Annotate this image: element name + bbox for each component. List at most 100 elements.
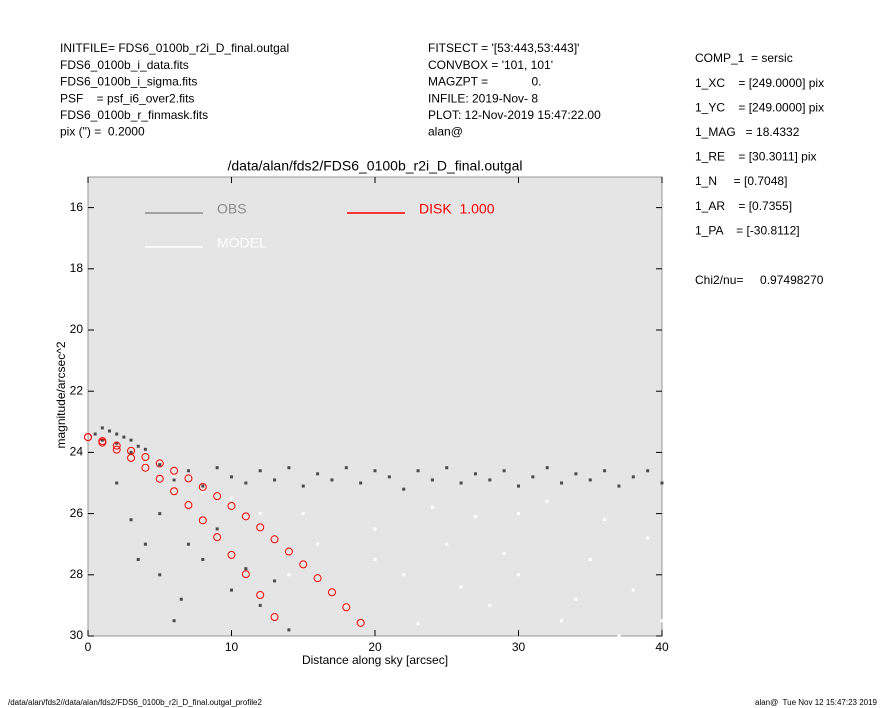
info-text: FDS6_0100b_i_data.fits [60, 58, 189, 72]
point [445, 542, 449, 546]
point [299, 560, 308, 569]
point [660, 619, 664, 623]
point [517, 512, 520, 516]
point [445, 466, 449, 470]
point [170, 487, 179, 496]
point [258, 469, 262, 473]
point [129, 450, 133, 454]
info-text: MAGZPT = 0. [428, 75, 541, 89]
point [172, 619, 176, 623]
point [574, 597, 578, 601]
point [112, 441, 121, 450]
point [184, 501, 193, 510]
point [545, 499, 549, 503]
point [241, 512, 250, 521]
x-tick-label: 40 [655, 640, 669, 654]
point [330, 478, 334, 482]
point [213, 492, 222, 501]
point [84, 433, 92, 442]
point [660, 481, 664, 485]
point [201, 490, 205, 494]
info-text: PLOT: 12-Nov-2019 15:47:22.00 [428, 108, 601, 122]
point [213, 533, 222, 542]
point [198, 516, 207, 525]
point [136, 444, 140, 448]
point [141, 463, 150, 472]
point [129, 518, 133, 522]
point [631, 475, 635, 479]
point [158, 573, 162, 577]
point [115, 481, 119, 485]
point [244, 567, 248, 571]
y-tick-label: 26 [70, 506, 84, 520]
point [588, 478, 592, 482]
info-text: FDS6_0100b_r_finmask.fits [60, 108, 208, 122]
point [531, 475, 535, 479]
point [155, 459, 164, 468]
point [258, 603, 262, 607]
point [430, 478, 434, 482]
point [122, 435, 126, 439]
point [517, 573, 520, 577]
point [179, 597, 183, 601]
point [502, 469, 506, 473]
info-text: CONVBOX = '101, 101' [428, 58, 553, 72]
point [473, 472, 477, 476]
point [227, 550, 236, 559]
info-text: COMP_1 = sersic [695, 51, 793, 65]
point [459, 585, 463, 589]
point [344, 466, 348, 470]
point [127, 453, 136, 462]
legend-label: DISK 1.000 [419, 201, 495, 217]
point [172, 475, 176, 479]
point [115, 432, 119, 436]
point [316, 542, 320, 546]
point [617, 484, 621, 488]
point [112, 445, 121, 454]
point [201, 484, 205, 488]
point [316, 472, 320, 476]
y-tick-label: 30 [70, 628, 84, 642]
point [402, 487, 406, 491]
fit-stat: Chi2/nu= 0.97498270 [695, 273, 824, 287]
y-tick-label: 20 [70, 322, 84, 336]
point [186, 542, 190, 546]
point [241, 570, 250, 579]
point [473, 515, 477, 519]
point [430, 505, 434, 509]
point [387, 475, 391, 479]
point [344, 603, 348, 607]
point [327, 588, 336, 597]
point [129, 438, 133, 442]
info-text: 1_RE = [30.3011] pix [695, 150, 817, 164]
point [373, 469, 377, 473]
info-text: 1_PA = [-30.8112] [695, 223, 800, 237]
point [158, 512, 162, 516]
y-tick-label: 24 [70, 445, 84, 459]
point [100, 426, 104, 430]
info-text: FDS6_0100b_i_sigma.fits [60, 75, 197, 89]
legend-label: MODEL [217, 235, 267, 251]
point [270, 535, 279, 544]
footer-right: alan@ Tue Nov 12 15:47:23 2019 [755, 698, 878, 707]
x-axis-label: Distance along sky [arcsec] [302, 653, 448, 667]
point [488, 478, 492, 482]
point [646, 536, 650, 540]
x-tick-label: 0 [85, 640, 92, 654]
point [574, 472, 578, 476]
y-tick-label: 28 [70, 567, 84, 581]
point [273, 478, 277, 482]
info-text: INFILE: 2019-Nov- 8 [428, 91, 538, 105]
point [230, 475, 233, 479]
point [488, 603, 492, 607]
y-tick-label: 22 [70, 383, 84, 397]
point [287, 573, 291, 577]
point [184, 474, 193, 483]
info-text: 1_AR = [0.7355] [695, 199, 792, 213]
point [603, 518, 607, 522]
footer-left: /data/alan/fds2//data/alan/fds2/FDS6_010… [8, 698, 263, 707]
point [287, 628, 291, 632]
info-text: 1_XC = [249.0000] pix [695, 76, 824, 90]
point [588, 558, 592, 561]
